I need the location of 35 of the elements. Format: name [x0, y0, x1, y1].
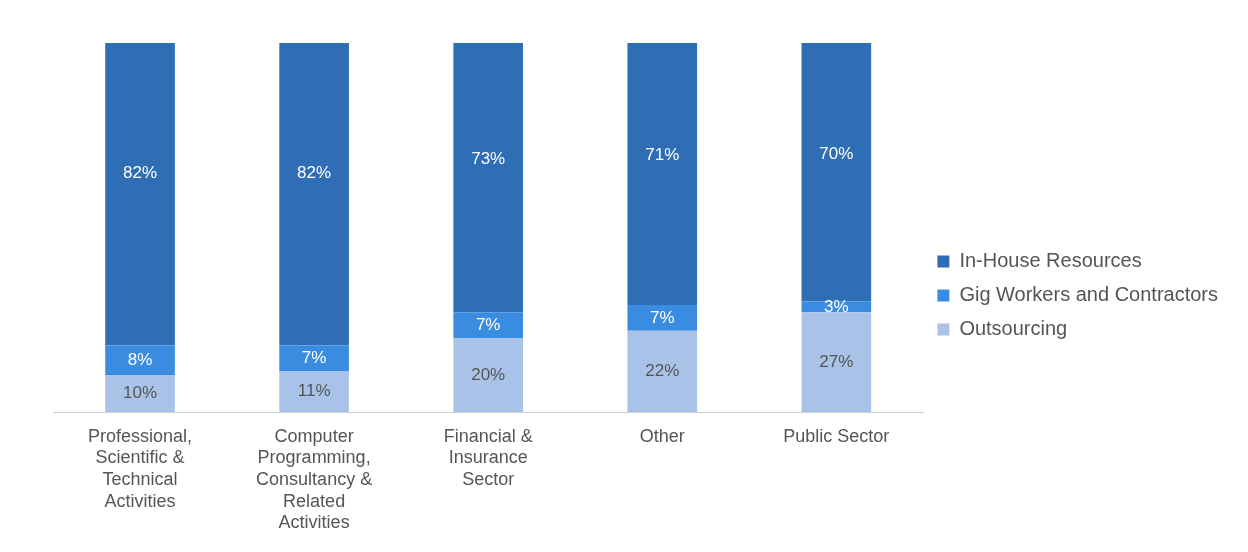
- x-tick-label: Professional, Scientific & Technical Activities: [88, 425, 193, 511]
- bar: [453, 43, 524, 313]
- bar: [453, 338, 524, 412]
- data-label: 7%: [301, 348, 327, 368]
- data-label: 71%: [645, 145, 680, 165]
- bar: [453, 312, 524, 339]
- data-label: 11%: [297, 381, 331, 401]
- data-label: 82%: [297, 162, 332, 182]
- bar: [627, 43, 698, 305]
- data-label: 22%: [645, 361, 680, 381]
- bar: [627, 330, 698, 412]
- x-tick-label: Computer Programming, Consultancy & Related Activities: [256, 425, 373, 533]
- data-label: 8%: [127, 350, 153, 370]
- bar: [105, 43, 175, 346]
- bar: [801, 43, 872, 302]
- x-tick-label: Financial & Insurance Sector: [443, 425, 533, 489]
- x-tick-label: Public Sector: [783, 425, 890, 446]
- legend-label: In-House Resources: [959, 249, 1142, 272]
- bar: [627, 304, 698, 331]
- x-tick-label: Other: [639, 425, 685, 446]
- bar: [801, 312, 872, 412]
- legend-label: Outsourcing: [959, 317, 1068, 340]
- data-label: 73%: [471, 148, 506, 168]
- data-label: 7%: [475, 314, 501, 334]
- data-label: 27%: [819, 351, 854, 371]
- bar: [279, 371, 349, 412]
- bar: [105, 375, 175, 412]
- data-label: 10%: [123, 383, 158, 403]
- data-label: 70%: [819, 143, 854, 163]
- data-label: 7%: [649, 307, 675, 327]
- data-label: 20%: [471, 364, 506, 384]
- data-label: 3%: [824, 296, 849, 316]
- bar: [279, 43, 349, 346]
- data-label: 82%: [123, 162, 158, 182]
- legend-label: Gig Workers and Contractors: [959, 283, 1219, 306]
